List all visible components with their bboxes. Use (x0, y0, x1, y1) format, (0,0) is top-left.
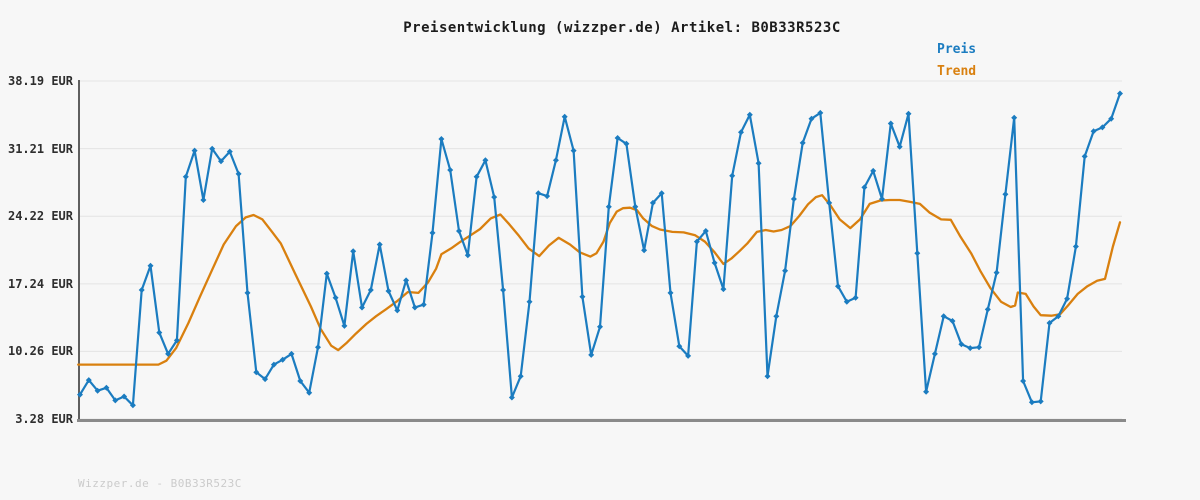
y-tick-label: 10.26 EUR (7, 344, 73, 359)
y-tick-label: 24.22 EUR (7, 209, 73, 224)
legend: Preis Trend (937, 39, 976, 83)
chart-title: Preisentwicklung (wizzper.de) Artikel: B… (403, 20, 841, 36)
y-tick-label: 31.21 EUR (7, 141, 73, 156)
y-tick-label: 3.28 EUR (15, 412, 73, 426)
legend-item-preis: Preis (937, 42, 977, 57)
legend-item-trend: Trend (937, 64, 977, 79)
y-tick-label: 38.19 EUR (7, 74, 73, 88)
watermark: Wizzper.de - B0B33R523C (78, 477, 242, 490)
y-tick-label: 17.24 EUR (7, 276, 73, 291)
trend-line (77, 194, 1122, 366)
